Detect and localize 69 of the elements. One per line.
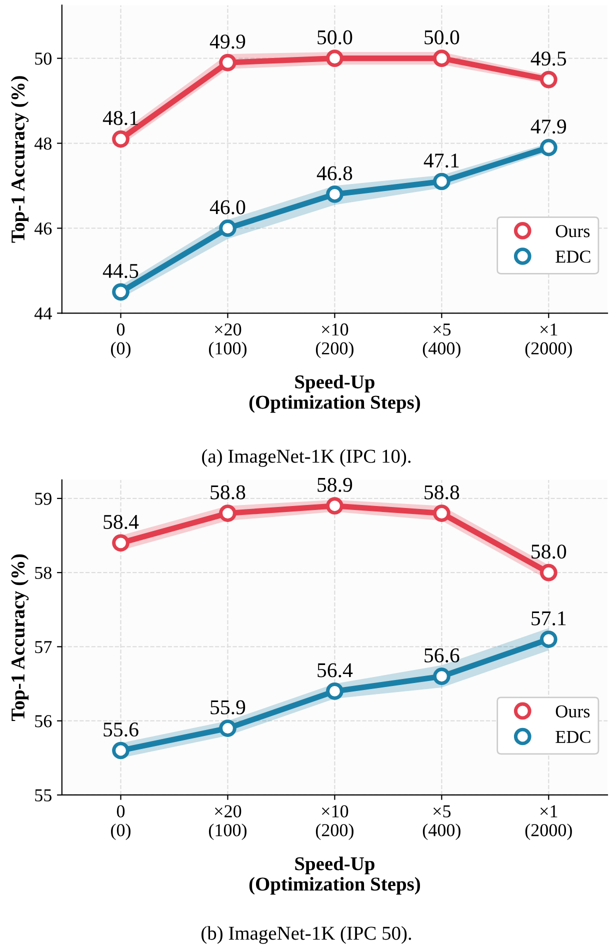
data-label: 49.5 (530, 52, 566, 66)
data-label: 56.6 (424, 648, 460, 662)
x-tick-label: ×1 (2000) (525, 324, 572, 358)
data-label: 55.9 (210, 700, 246, 714)
data-label: 44.5 (102, 264, 138, 278)
y-tick-label: 57 (35, 641, 52, 654)
x-axis-title: Speed-Up (Optimization Steps) (249, 856, 420, 895)
x-tick-label: ×10 (200) (316, 805, 354, 840)
point (540, 564, 558, 582)
point (432, 668, 450, 686)
data-label: 56.4 (318, 663, 353, 678)
legend-label: EDC (556, 250, 590, 263)
text: (a) ImageNet-1K (IPC 10). (202, 449, 411, 467)
point (219, 220, 236, 237)
y-tick-label: 44 (34, 308, 52, 320)
y-tick-label: 50 (35, 52, 52, 65)
data-label: 49.9 (210, 34, 246, 49)
point (432, 172, 450, 190)
x-tick-label: ×5 (400) (422, 805, 460, 840)
x-tick-label: ×20 (100) (208, 323, 246, 358)
x-tick-label: 0 (0) (111, 805, 130, 840)
point (540, 138, 558, 156)
point (326, 50, 344, 67)
data-label: 50.0 (318, 30, 352, 44)
y-tick-label: 55 (35, 789, 52, 802)
y-axis-title: Top-1 Accuracy (%) (10, 76, 29, 243)
point (219, 54, 236, 72)
point (112, 534, 130, 552)
legend-label: Ours (556, 225, 590, 238)
point (540, 70, 558, 88)
point (219, 504, 236, 522)
data-label: 47.9 (530, 120, 566, 134)
legend-label: EDC (556, 730, 590, 743)
data-label: 58.4 (104, 514, 139, 530)
point (112, 283, 130, 301)
x-tick-label: ×1 (2000) (525, 805, 572, 840)
y-tick-label: 48 (34, 138, 52, 150)
data-label: 47.1 (424, 154, 459, 168)
point (432, 504, 450, 522)
x-tick-label: ×5 (400) (422, 324, 460, 358)
legend-label: Ours (556, 705, 590, 718)
data-label: 46.8 (316, 166, 352, 180)
data-label: 58.9 (318, 478, 352, 492)
text: (b) ImageNet-1K (IPC 50). (202, 926, 412, 944)
x-axis-title: Speed-Up (Optimization Steps) (249, 374, 420, 413)
point (326, 186, 344, 203)
x-tick-label: ×20 (100) (208, 805, 246, 840)
data-label: 57.1 (532, 611, 566, 626)
point (112, 742, 130, 760)
data-label: 55.6 (104, 722, 138, 737)
data-label: 58.0 (532, 544, 566, 559)
data-label: 58.8 (424, 485, 460, 500)
data-label: 48.1 (102, 111, 138, 126)
x-tick-label: 0 (0) (111, 323, 130, 358)
point (432, 50, 450, 67)
point (112, 130, 130, 148)
point (219, 720, 236, 737)
point (326, 682, 344, 700)
y-tick-label: 59 (35, 492, 52, 505)
point (540, 630, 558, 648)
x-tick-label: ×10 (200) (316, 323, 354, 358)
data-label: 58.8 (210, 485, 246, 500)
y-tick-label: 46 (34, 222, 52, 235)
point (326, 497, 344, 515)
data-label: 50.0 (424, 30, 460, 44)
data-label: 46.0 (210, 200, 246, 214)
y-tick-label: 58 (35, 566, 52, 580)
y-tick-label: 56 (35, 715, 52, 728)
y-axis-title: Top-1 Accuracy (%) (10, 554, 29, 722)
